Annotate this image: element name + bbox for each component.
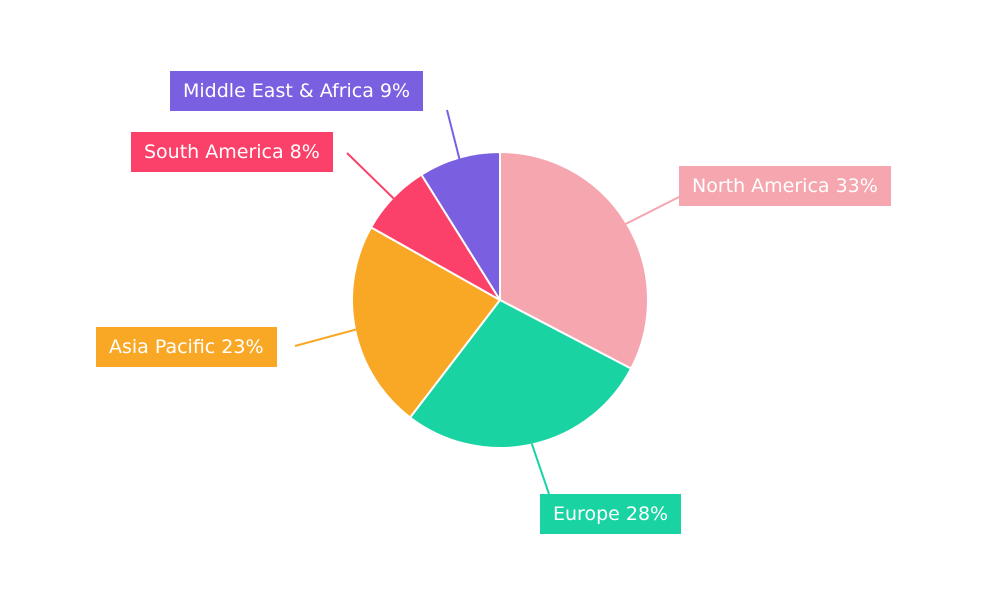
callout-label-middle-east-africa: Middle East & Africa 9% xyxy=(170,71,424,111)
leader-line-middle-east-africa xyxy=(446,109,461,159)
leader-line-south-america xyxy=(346,152,395,200)
leader-line-north-america xyxy=(625,196,680,225)
callout-label-north-america: North America 33% xyxy=(679,166,891,206)
callout-label-south-america: South America 8% xyxy=(131,132,333,172)
callout-label-asia-pacific: Asia Pacific 23% xyxy=(96,327,277,367)
callout-label-europe: Europe 28% xyxy=(540,494,682,534)
leader-line-europe xyxy=(530,443,550,495)
leader-line-asia-pacific xyxy=(294,328,357,347)
